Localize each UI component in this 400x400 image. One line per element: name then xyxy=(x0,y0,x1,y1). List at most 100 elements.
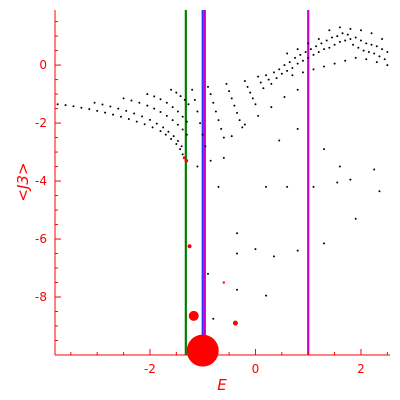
data-point xyxy=(259,81,262,84)
data-point xyxy=(254,103,257,106)
data-point xyxy=(155,122,158,125)
data-point xyxy=(159,130,162,133)
data-point xyxy=(362,49,365,52)
data-point xyxy=(201,133,204,136)
y-axis-label: <J3> xyxy=(14,162,32,201)
data-point xyxy=(138,101,141,104)
data-point xyxy=(159,111,162,114)
data-point xyxy=(176,110,179,113)
data-point xyxy=(286,185,289,188)
data-point xyxy=(378,55,381,58)
red-marker xyxy=(184,158,189,163)
data-point xyxy=(312,185,315,188)
data-point xyxy=(122,97,125,100)
data-point xyxy=(159,98,162,101)
data-point xyxy=(265,294,268,297)
data-point xyxy=(301,71,304,74)
data-point xyxy=(307,42,310,45)
data-point xyxy=(228,90,231,93)
x-tick-label: 0 xyxy=(252,362,260,376)
data-point xyxy=(352,43,355,46)
data-point xyxy=(299,53,302,56)
x-tick-label: -2 xyxy=(144,362,156,376)
data-point xyxy=(367,51,370,54)
data-point xyxy=(196,165,199,168)
data-point xyxy=(283,95,286,98)
data-point xyxy=(296,249,299,252)
data-point xyxy=(344,39,347,42)
data-point xyxy=(127,118,130,121)
data-point xyxy=(236,232,239,235)
data-point xyxy=(354,56,357,59)
data-point xyxy=(370,32,373,35)
data-point xyxy=(171,106,174,109)
data-point xyxy=(349,178,352,181)
data-point xyxy=(304,51,307,54)
data-point xyxy=(170,138,173,141)
data-point xyxy=(151,126,154,129)
data-point xyxy=(130,99,133,102)
data-point xyxy=(291,66,294,69)
data-point xyxy=(365,42,368,45)
data-point xyxy=(176,140,179,143)
data-point xyxy=(212,101,215,104)
data-point xyxy=(180,145,183,148)
data-point xyxy=(222,156,225,159)
data-point xyxy=(270,82,273,85)
data-point xyxy=(125,109,128,112)
data-point xyxy=(338,40,341,43)
data-point xyxy=(153,95,156,98)
data-point xyxy=(209,93,212,96)
data-point xyxy=(88,108,91,111)
data-point xyxy=(333,43,336,46)
data-point xyxy=(243,123,246,126)
data-point xyxy=(280,72,283,75)
data-point xyxy=(117,107,120,110)
data-point xyxy=(236,288,239,291)
data-point xyxy=(357,46,360,49)
data-point xyxy=(246,85,249,88)
data-point xyxy=(349,37,352,40)
data-point xyxy=(323,148,326,151)
data-point xyxy=(179,95,182,98)
data-point xyxy=(181,153,184,156)
data-point xyxy=(206,272,209,275)
data-point xyxy=(204,145,207,148)
data-point xyxy=(354,217,357,220)
x-tick-label: 2 xyxy=(357,362,365,376)
data-point xyxy=(283,64,286,67)
y-tick-label: -4 xyxy=(35,174,47,188)
data-point xyxy=(267,78,270,81)
data-point xyxy=(296,62,299,65)
data-point xyxy=(375,61,378,64)
data-point xyxy=(164,133,167,136)
data-point xyxy=(254,248,257,251)
data-point xyxy=(175,91,178,94)
data-point xyxy=(233,104,236,107)
data-point xyxy=(325,39,328,42)
data-point xyxy=(315,45,318,48)
data-point xyxy=(230,97,233,100)
data-point xyxy=(148,118,151,121)
data-point xyxy=(101,103,104,106)
data-point xyxy=(272,71,275,74)
data-point xyxy=(349,27,352,30)
x-axis-label: E xyxy=(217,376,227,394)
red-marker xyxy=(232,320,238,326)
data-point xyxy=(317,37,320,40)
data-point xyxy=(251,97,254,100)
data-point xyxy=(238,119,241,122)
data-point xyxy=(257,114,260,117)
data-point xyxy=(133,112,136,115)
data-point xyxy=(172,135,175,138)
data-point xyxy=(236,111,239,114)
data-point xyxy=(230,135,233,138)
data-point xyxy=(162,126,165,129)
data-point xyxy=(56,103,59,106)
data-point xyxy=(296,127,299,130)
data-point xyxy=(275,77,278,80)
data-point xyxy=(181,128,184,131)
data-point xyxy=(338,26,341,29)
